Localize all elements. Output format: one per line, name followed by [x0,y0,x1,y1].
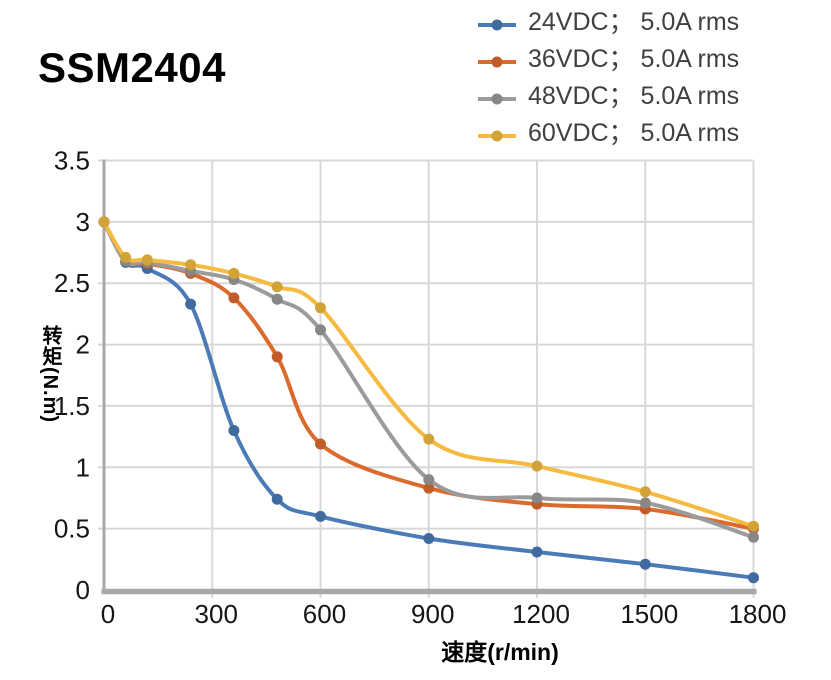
data-point-60vdc [315,302,326,314]
x-tick-label: 600 [303,599,346,629]
x-tick-label: 300 [195,599,238,629]
x-tick-label: 0 [101,599,115,629]
legend-item-48vdc: 48VDC； 5.0A rms [477,75,739,112]
data-point-60vdc [141,254,153,266]
data-point-24vdc [639,558,651,570]
data-point-24vdc [423,533,435,544]
data-point-60vdc [531,460,543,472]
y-axis-title: 转矩(N.m) [39,324,61,424]
chart-title: SSM2404 [38,44,226,91]
data-point-60vdc [228,267,240,279]
y-tick-label: 0.5 [54,514,90,544]
y-tick-label: 2.5 [54,268,90,298]
legend-marker-icon [478,93,516,104]
legend-label: 24VDC； 5.0A rms [528,7,740,36]
x-axis-title: 速度(r/min) [441,639,559,665]
legend: 24VDC； 5.0A rms 36VDC； 5.0A rms 48VDC； 5.0… [477,1,739,149]
data-point-36vdc [423,482,435,494]
data-point-48vdc [531,492,543,504]
legend-item-60vdc: 60VDC； 5.0A rms [477,112,739,149]
data-point-24vdc [315,510,326,522]
data-point-48vdc [639,497,651,509]
legend-marker-icon [478,19,516,30]
data-point-60vdc [639,486,651,498]
data-point-48vdc [271,293,283,305]
data-point-60vdc [423,433,435,445]
data-point-48vdc [315,324,326,336]
y-tick-label: 3 [76,207,90,237]
data-point-60vdc [120,251,132,263]
y-tick-label: 2 [76,330,90,360]
legend-marker-icon [478,56,516,67]
legend-label: 36VDC； 5.0A rms [528,44,740,73]
data-point-24vdc [271,493,283,505]
data-point-60vdc [185,259,197,271]
data-point-36vdc [228,292,240,304]
y-tick-label: 0 [76,575,90,605]
data-point-36vdc [315,438,326,450]
data-point-60vdc [271,281,283,293]
legend-marker-icon [478,130,516,141]
data-point-48vdc [423,474,435,486]
data-point-24vdc [228,425,240,436]
data-point-48vdc [748,531,759,543]
legend-label: 60VDC； 5.0A rms [528,118,740,147]
legend-item-36vdc: 36VDC； 5.0A rms [477,38,739,75]
x-tick-label: 1200 [512,599,570,629]
y-tick-label: 1 [76,452,90,482]
y-tick-label: 3.5 [54,146,90,176]
x-tick-label: 1500 [620,599,678,629]
legend-label: 48VDC； 5.0A rms [528,81,740,110]
x-tick-label: 900 [411,599,454,629]
data-point-36vdc [271,351,283,363]
legend-item-24vdc: 24VDC； 5.0A rms [477,1,739,38]
data-point-24vdc [748,572,759,584]
data-point-24vdc [185,298,197,310]
data-point-60vdc [98,216,110,228]
x-tick-label: 1800 [729,599,787,629]
y-tick-label: 1.5 [54,391,90,421]
data-point-60vdc [748,520,759,532]
data-point-24vdc [531,546,543,558]
